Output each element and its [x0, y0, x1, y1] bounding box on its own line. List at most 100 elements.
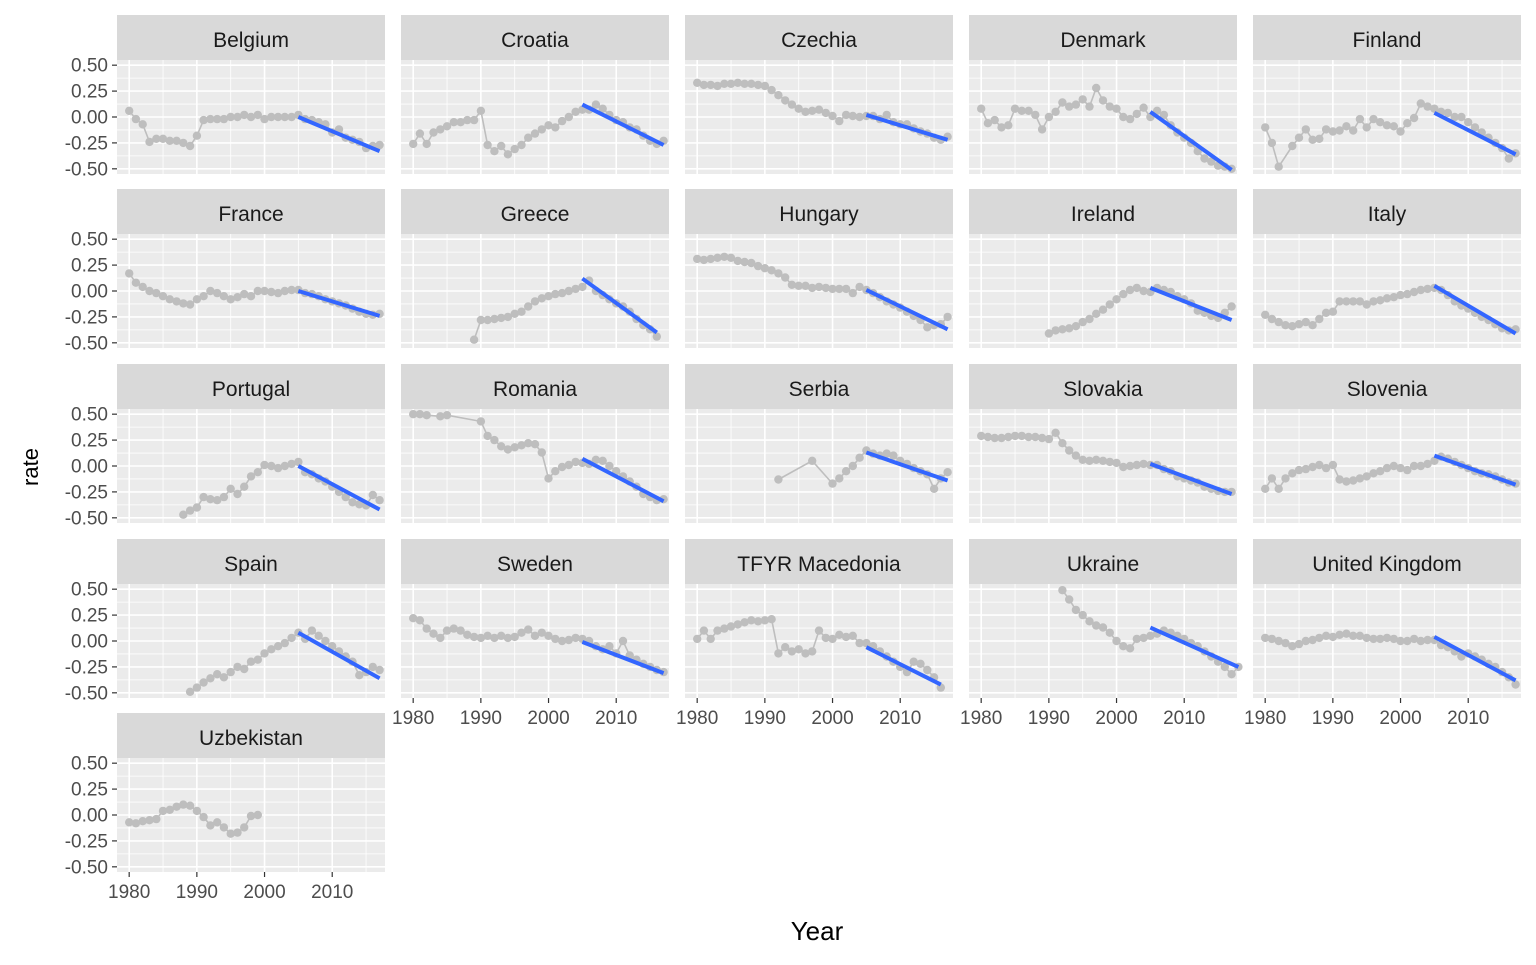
- strip-tfyr-macedonia: [685, 539, 953, 584]
- data-point: [192, 806, 202, 816]
- data-point: [787, 280, 797, 289]
- data-point: [125, 106, 134, 116]
- panel-slovenia: Slovenia: [1253, 364, 1521, 523]
- data-point: [747, 616, 756, 625]
- data-point: [341, 492, 350, 502]
- panel-portugal: Portugal 0.50 0.25 0.00 -0.25 -0.50: [65, 364, 385, 529]
- data-point: [219, 292, 229, 301]
- data-point: [1294, 465, 1304, 475]
- data-point: [1267, 634, 1277, 644]
- data-point: [848, 288, 857, 298]
- data-point: [240, 664, 249, 674]
- data-point: [1423, 284, 1432, 294]
- data-point: [260, 460, 269, 470]
- data-point: [720, 79, 729, 89]
- data-point: [990, 433, 999, 443]
- data-point: [801, 281, 810, 290]
- data-point: [172, 136, 181, 145]
- data-point: [882, 110, 891, 120]
- strip-united-kingdom: [1253, 539, 1521, 584]
- data-point: [199, 115, 208, 125]
- y-tick-label: 0.00: [71, 457, 108, 478]
- data-point: [253, 110, 262, 120]
- data-point: [267, 112, 276, 122]
- data-point: [429, 629, 438, 638]
- data-point: [476, 417, 486, 426]
- data-point: [652, 332, 661, 341]
- data-point: [1051, 428, 1060, 437]
- data-point: [801, 107, 810, 117]
- panel-denmark: Denmark: [969, 15, 1237, 174]
- data-point: [1342, 477, 1351, 486]
- data-point: [1504, 154, 1514, 163]
- data-point: [1044, 434, 1054, 444]
- data-point: [564, 112, 573, 122]
- data-point: [152, 134, 161, 143]
- data-point: [503, 312, 513, 322]
- data-point: [246, 657, 256, 666]
- data-point: [1464, 118, 1473, 127]
- data-point: [1308, 135, 1317, 144]
- trend-line-croatia: [581, 102, 665, 147]
- trend-line-belgium: [297, 115, 381, 154]
- data-point: [726, 253, 736, 262]
- data-point: [733, 256, 742, 266]
- y-tick-label: -0.50: [65, 508, 108, 529]
- data-point: [1031, 110, 1040, 120]
- data-point: [368, 490, 377, 500]
- data-point: [1355, 114, 1365, 124]
- panel-italy: Italy: [1253, 189, 1521, 348]
- data-point: [192, 131, 202, 140]
- data-point: [551, 467, 560, 476]
- strip-label-ukraine: Ukraine: [1067, 553, 1139, 576]
- data-point: [267, 461, 276, 471]
- data-point: [1267, 474, 1277, 483]
- data-point: [720, 624, 729, 633]
- x-tick-label: 1980: [108, 882, 150, 903]
- data-point: [510, 632, 519, 642]
- data-point: [821, 633, 830, 643]
- data-point: [436, 412, 445, 421]
- data-point: [469, 335, 479, 344]
- data-point: [814, 282, 824, 292]
- data-point: [246, 472, 256, 481]
- data-point: [422, 139, 431, 149]
- data-point: [1382, 633, 1392, 643]
- data-point: [841, 110, 851, 120]
- data-point: [219, 492, 229, 502]
- data-point: [294, 457, 303, 467]
- data-point: [1024, 106, 1033, 116]
- data-point: [1389, 634, 1399, 644]
- data-point: [1470, 123, 1480, 132]
- data-point: [246, 292, 256, 301]
- data-point: [260, 286, 269, 296]
- data-point: [1017, 431, 1026, 441]
- data-point: [1396, 127, 1405, 136]
- data-point: [1349, 297, 1358, 306]
- data-point: [1207, 157, 1216, 166]
- panel-hungary: Hungary: [685, 189, 953, 348]
- data-point: [490, 435, 499, 445]
- data-point: [1092, 83, 1101, 93]
- data-point: [483, 431, 492, 441]
- data-point: [1274, 317, 1283, 327]
- data-point: [693, 254, 702, 264]
- data-point: [1105, 102, 1115, 111]
- data-point: [1335, 126, 1344, 135]
- data-point: [882, 449, 891, 458]
- data-point: [774, 475, 783, 484]
- data-point: [1051, 326, 1060, 335]
- data-point: [206, 495, 215, 504]
- data-point: [1369, 114, 1378, 124]
- data-point: [1328, 307, 1338, 316]
- data-point: [1078, 95, 1087, 104]
- data-point: [1017, 106, 1026, 116]
- data-point: [1220, 662, 1230, 672]
- data-point: [1362, 633, 1371, 643]
- data-point: [253, 655, 262, 664]
- data-point: [1308, 321, 1317, 330]
- data-point: [1403, 636, 1412, 646]
- panel-croatia: Croatia: [401, 15, 669, 174]
- data-point: [605, 642, 614, 651]
